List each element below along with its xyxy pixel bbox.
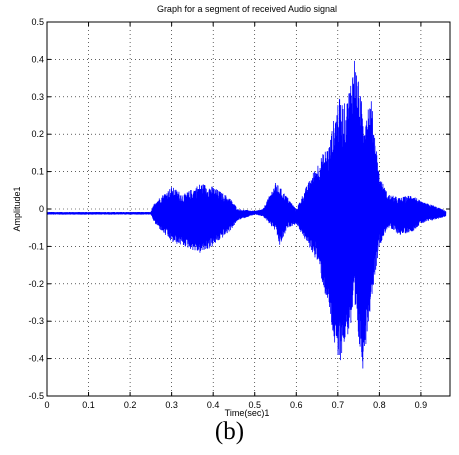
signal-line — [46, 60, 447, 369]
y-tick-label: -0.2 — [28, 279, 44, 289]
x-tick-label: 0.1 — [82, 400, 95, 410]
y-tick-label: 0.4 — [31, 54, 44, 64]
chart-title: Graph for a segment of received Audio si… — [157, 4, 337, 14]
y-tick-label: 0.3 — [31, 92, 44, 102]
audio-signal-chart: Graph for a segment of received Audio si… — [12, 4, 451, 418]
axis-ticks: 0 0.1 0.2 0.3 0.4 0.5 0.6 0.7 0.8 0.9 0.5 0.4 0.3 0.2… — [28, 17, 450, 410]
y-tick-label: 0 — [39, 204, 44, 214]
x-tick-label: 0.8 — [373, 400, 386, 410]
figure-caption: (b) — [214, 418, 245, 445]
x-tick-label: 0.2 — [124, 400, 137, 410]
y-tick-label: -0.5 — [28, 391, 44, 401]
signal-series — [46, 60, 447, 369]
x-tick-label: 0.5 — [248, 400, 261, 410]
x-tick-label: 0.9 — [415, 400, 428, 410]
y-tick-label: -0.4 — [28, 354, 44, 364]
y-tick-label: -0.1 — [28, 241, 44, 251]
y-tick-label: 0.1 — [31, 167, 44, 177]
x-tick-label: 0 — [44, 400, 49, 410]
x-tick-label: 0.6 — [290, 400, 303, 410]
y-tick-label: 0.5 — [31, 17, 44, 27]
y-axis-label: Amplitude1 — [12, 186, 22, 231]
x-axis-label: Time(sec)1 — [225, 408, 270, 418]
y-tick-label: 0.2 — [31, 129, 44, 139]
plot-frame — [46, 21, 451, 397]
y-tick-label: -0.3 — [28, 316, 44, 326]
x-tick-label: 0.7 — [332, 400, 345, 410]
x-tick-label: 0.3 — [165, 400, 178, 410]
x-tick-label: 0.4 — [207, 400, 220, 410]
